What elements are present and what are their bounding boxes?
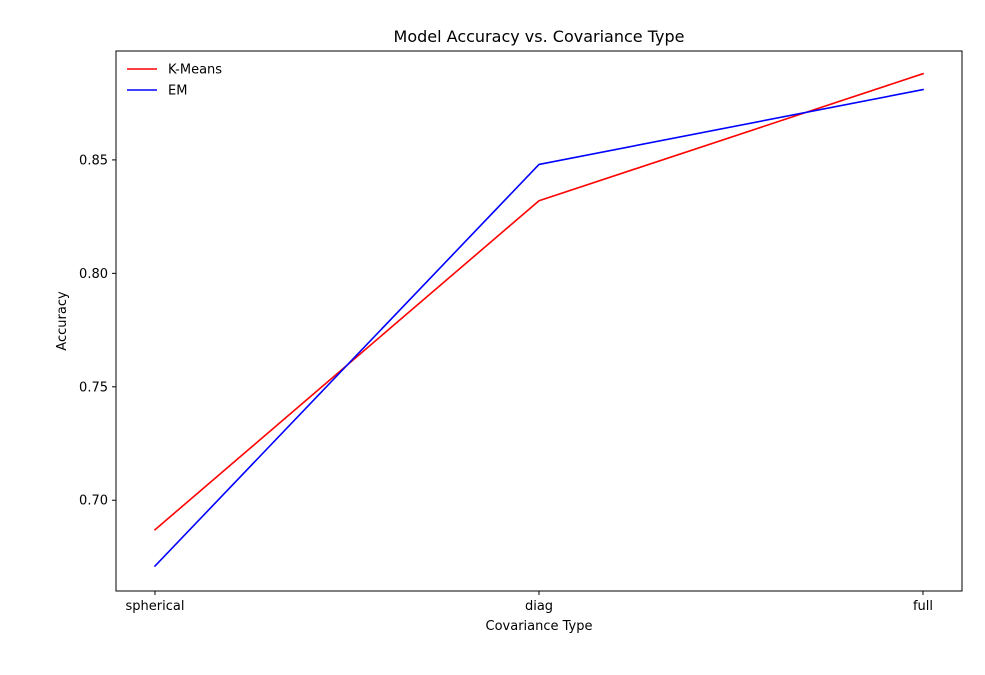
x-tick-label: spherical — [126, 599, 185, 614]
x-tick-label: full — [913, 599, 933, 614]
legend-label: EM — [168, 84, 187, 99]
series-line-kmeans — [153, 72, 925, 531]
plot-area — [153, 72, 925, 568]
x-axis-label: Covariance Type — [486, 619, 593, 634]
y-tick-label: 0.70 — [79, 494, 108, 509]
y-tick-label: 0.80 — [79, 267, 108, 282]
series-line-em — [153, 88, 924, 568]
y-tick-label: 0.85 — [79, 153, 108, 168]
x-axis: spherical diag full — [126, 591, 933, 614]
plot-frame — [115, 50, 963, 592]
y-axis-label: Accuracy — [55, 291, 70, 351]
legend-label: K-Means — [168, 63, 222, 78]
chart-title: Model Accuracy vs. Covariance Type — [394, 27, 685, 46]
y-tick-label: 0.75 — [79, 380, 108, 395]
x-tick-label: diag — [525, 599, 553, 614]
y-axis: 0.70 0.75 0.80 0.85 — [79, 153, 116, 509]
legend: K-Means EM — [127, 63, 222, 99]
